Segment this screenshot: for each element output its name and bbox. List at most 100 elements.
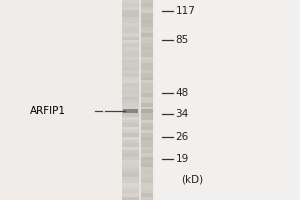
Bar xyxy=(141,97,153,100)
Bar xyxy=(122,0,139,200)
Bar xyxy=(122,160,139,163)
Bar xyxy=(141,0,153,3)
Text: 48: 48 xyxy=(176,88,189,98)
Bar xyxy=(122,37,139,40)
Bar xyxy=(141,140,153,143)
Bar xyxy=(141,103,153,107)
Bar xyxy=(141,23,153,27)
Bar xyxy=(122,80,139,83)
Bar xyxy=(122,3,139,7)
Bar xyxy=(141,43,153,47)
Bar xyxy=(122,33,139,37)
Bar xyxy=(141,190,153,193)
Text: 19: 19 xyxy=(176,154,189,164)
Bar xyxy=(141,167,153,170)
Bar xyxy=(0,0,159,200)
Bar xyxy=(122,153,139,157)
Bar xyxy=(122,90,139,93)
Bar xyxy=(141,137,153,140)
Bar xyxy=(122,150,139,153)
Bar xyxy=(141,163,153,167)
Bar xyxy=(122,0,139,3)
Bar xyxy=(141,93,153,97)
Bar xyxy=(141,33,153,37)
Bar xyxy=(141,20,153,23)
Bar xyxy=(122,87,139,90)
Bar xyxy=(122,143,139,147)
Bar xyxy=(141,0,153,200)
Bar xyxy=(122,133,139,137)
Bar xyxy=(122,77,139,80)
Bar xyxy=(122,127,139,130)
Bar xyxy=(122,40,139,43)
Bar xyxy=(141,120,153,123)
Bar xyxy=(122,167,139,170)
Bar xyxy=(141,13,153,17)
Bar xyxy=(141,80,153,83)
Bar xyxy=(122,50,139,53)
Bar xyxy=(122,13,139,17)
Bar xyxy=(122,130,139,133)
Text: 85: 85 xyxy=(176,35,189,45)
Bar xyxy=(122,170,139,173)
Bar xyxy=(141,107,153,110)
Bar xyxy=(141,110,153,113)
Bar xyxy=(122,103,139,107)
Bar xyxy=(141,70,153,73)
Text: (kD): (kD) xyxy=(182,175,204,185)
Bar xyxy=(141,193,153,197)
Bar xyxy=(141,197,153,200)
Bar xyxy=(141,53,153,57)
Bar xyxy=(122,173,139,177)
Bar xyxy=(123,109,138,113)
Bar xyxy=(141,150,153,153)
Bar xyxy=(122,193,139,197)
Bar xyxy=(141,177,153,180)
Bar xyxy=(141,157,153,160)
Bar xyxy=(122,117,139,120)
Bar xyxy=(122,163,139,167)
Bar xyxy=(122,157,139,160)
Bar xyxy=(122,137,139,140)
Bar xyxy=(122,83,139,87)
Bar xyxy=(141,109,153,113)
Bar xyxy=(141,27,153,30)
Bar xyxy=(141,50,153,53)
Bar xyxy=(141,173,153,177)
Bar xyxy=(122,97,139,100)
Bar xyxy=(122,43,139,47)
Bar xyxy=(141,123,153,127)
Bar xyxy=(141,127,153,130)
Bar xyxy=(141,3,153,7)
Bar xyxy=(141,63,153,67)
Bar xyxy=(141,40,153,43)
Bar xyxy=(141,130,153,133)
Bar xyxy=(141,183,153,187)
Bar xyxy=(122,7,139,10)
Bar xyxy=(122,113,139,117)
Bar xyxy=(122,107,139,110)
Bar xyxy=(141,60,153,63)
Bar xyxy=(122,47,139,50)
Bar xyxy=(139,0,141,200)
Bar xyxy=(122,23,139,27)
Bar xyxy=(141,57,153,60)
Bar xyxy=(154,0,300,200)
Bar xyxy=(141,17,153,20)
Bar xyxy=(122,190,139,193)
Bar xyxy=(141,147,153,150)
Bar xyxy=(122,63,139,67)
Bar xyxy=(141,170,153,173)
Text: 26: 26 xyxy=(176,132,189,142)
Bar xyxy=(122,93,139,97)
Bar xyxy=(141,160,153,163)
Bar xyxy=(122,147,139,150)
Bar xyxy=(122,183,139,187)
Bar xyxy=(122,10,139,13)
Bar xyxy=(122,110,139,113)
Bar xyxy=(141,180,153,183)
Bar xyxy=(141,187,153,190)
Bar xyxy=(122,140,139,143)
Bar xyxy=(122,100,139,103)
Bar xyxy=(122,123,139,127)
